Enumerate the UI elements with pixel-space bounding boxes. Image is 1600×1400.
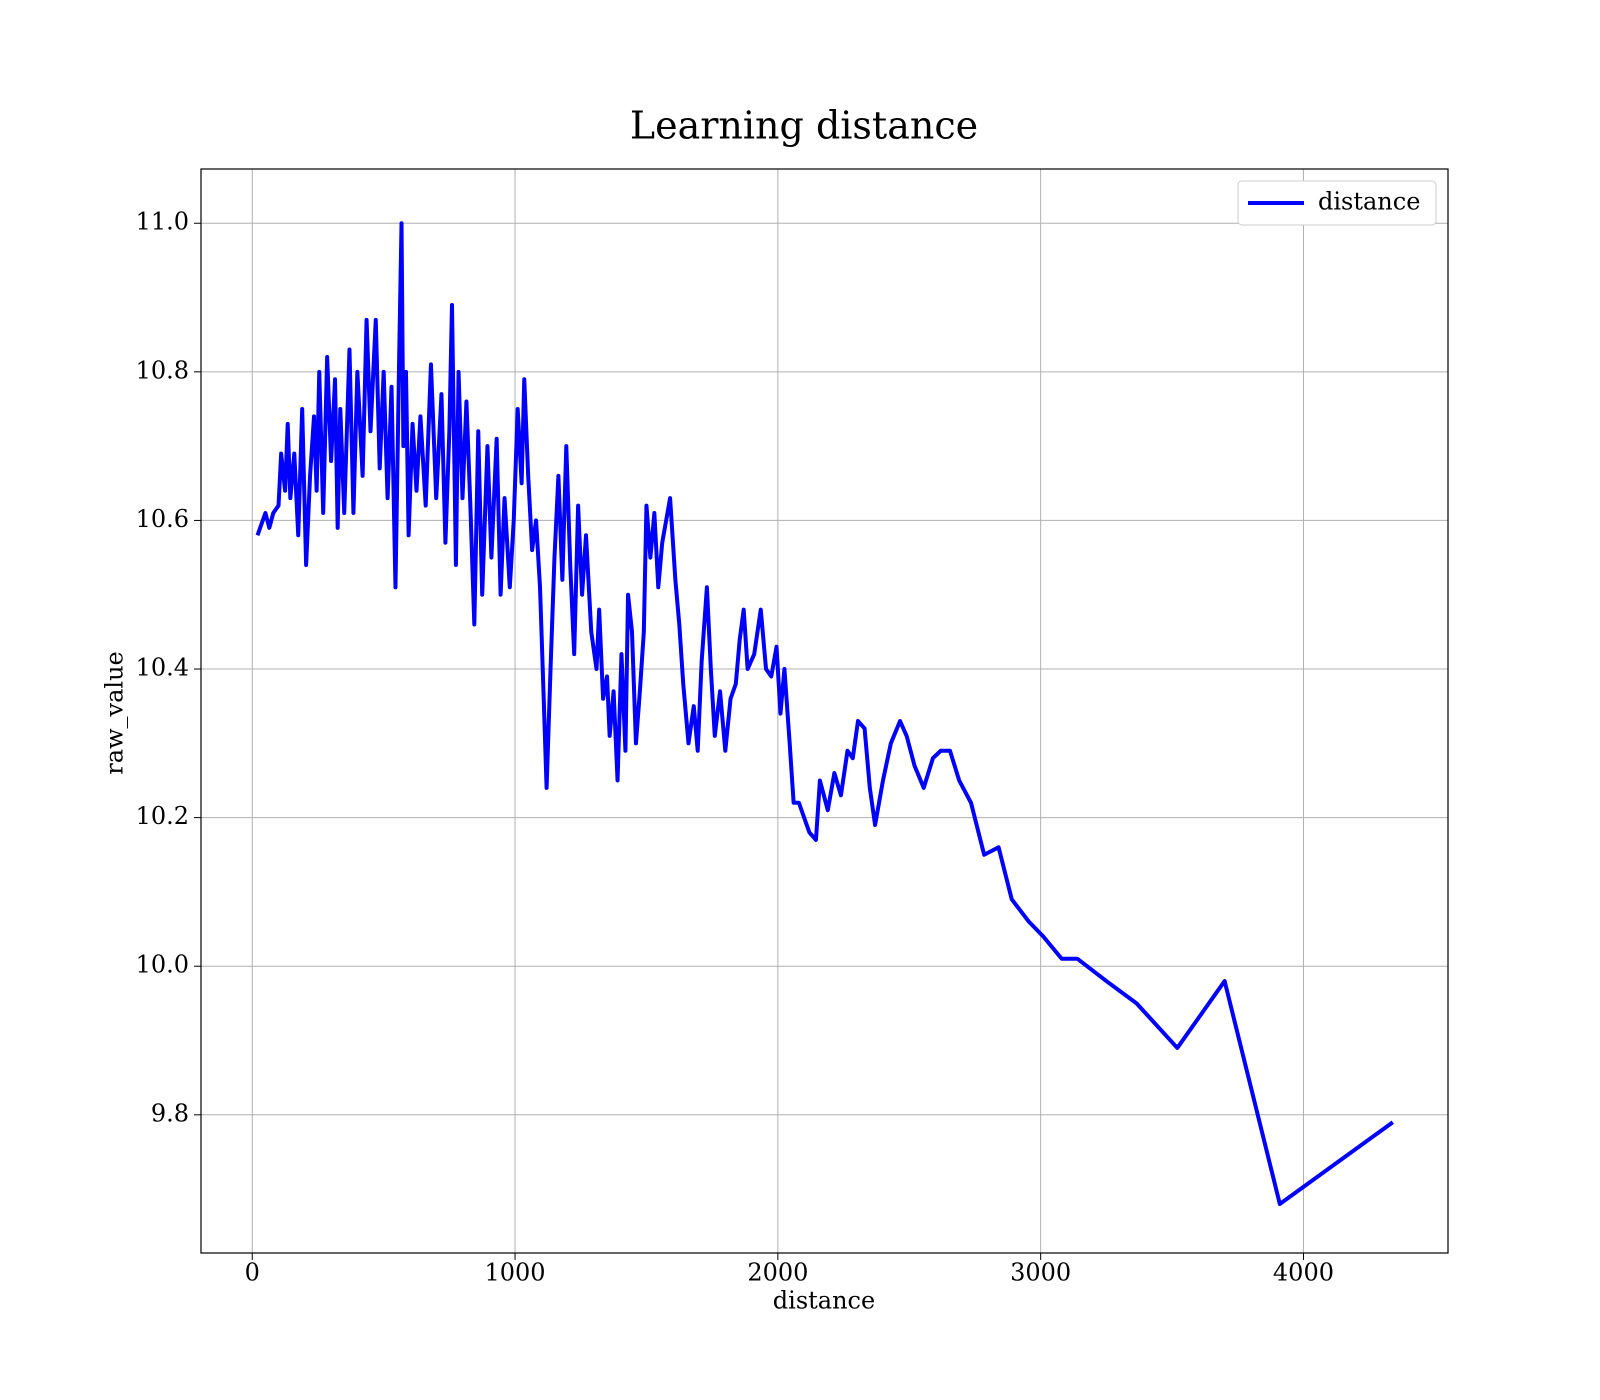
- y-tick-label: 10.6: [136, 505, 189, 533]
- y-tick-label: 9.8: [151, 1099, 189, 1127]
- legend-label: distance: [1318, 188, 1420, 216]
- x-tick-label: 1000: [485, 1259, 546, 1287]
- y-tick-label: 10.8: [136, 356, 189, 384]
- y-tick-label: 10.4: [136, 654, 189, 682]
- y-tick-label: 10.0: [136, 951, 189, 979]
- x-tick-label: 2000: [747, 1259, 808, 1287]
- x-axis-label: distance: [773, 1287, 875, 1315]
- data-line: [255, 221, 1394, 1206]
- legend: distance: [1237, 180, 1437, 226]
- y-tick-label: 10.2: [136, 802, 189, 830]
- legend-box: [1237, 180, 1437, 226]
- chart-title: Learning distance: [630, 104, 978, 148]
- x-tick-label: 0: [245, 1259, 260, 1287]
- x-tick-label: 4000: [1273, 1259, 1334, 1287]
- y-axis-label: raw_value: [101, 651, 129, 775]
- x-tick-label: 3000: [1010, 1259, 1071, 1287]
- y-tick-label: 11.0: [136, 208, 189, 236]
- plot-frame: [200, 168, 1449, 1254]
